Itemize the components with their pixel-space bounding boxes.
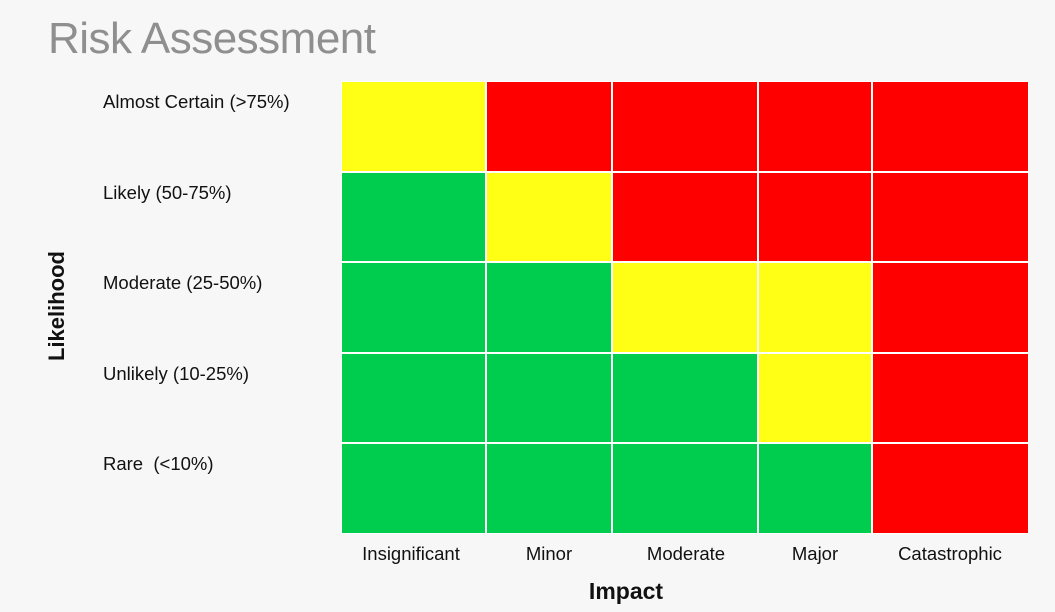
risk-cell-r4-c3 [612,353,758,443]
risk-cell-r4-c2 [486,353,612,443]
col-label-moderate: Moderate [646,543,726,564]
risk-cell-r2-c4 [758,172,872,262]
risk-cell-r1-c1 [341,81,486,172]
risk-cell-r3-c2 [486,262,612,353]
row-label-almost-certain: Almost Certain (>75%) [103,91,290,112]
risk-cell-r3-c3 [612,262,758,353]
risk-cell-r2-c2 [486,172,612,262]
row-label-rare: Rare (<10%) [103,453,214,474]
risk-cell-r5-c4 [758,443,872,534]
risk-cell-r5-c1 [341,443,486,534]
risk-cell-r3-c5 [872,262,1029,353]
row-label-unlikely: Unlikely (10-25%) [103,363,249,384]
risk-cell-r1-c3 [612,81,758,172]
risk-cell-r5-c2 [486,443,612,534]
risk-cell-r4-c4 [758,353,872,443]
col-label-minor: Minor [525,543,573,564]
risk-cell-r2-c1 [341,172,486,262]
risk-cell-r3-c4 [758,262,872,353]
x-axis-label: Impact [588,578,664,604]
col-label-insignificant: Insignificant [362,543,460,564]
risk-cell-r2-c5 [872,172,1029,262]
risk-cell-r1-c2 [486,81,612,172]
risk-cell-r5-c3 [612,443,758,534]
risk-cell-r1-c4 [758,81,872,172]
risk-cell-r3-c1 [341,262,486,353]
row-label-likely: Likely (50-75%) [103,182,232,203]
risk-cell-r4-c5 [872,353,1029,443]
col-label-major: Major [791,543,839,564]
risk-cell-r4-c1 [341,353,486,443]
y-axis-label: Likelihood [44,251,69,361]
risk-cell-r5-c5 [872,443,1029,534]
risk-cell-r1-c5 [872,81,1029,172]
page-title: Risk Assessment [48,14,376,63]
risk-cell-r2-c3 [612,172,758,262]
col-label-catastrophic: Catastrophic [898,543,1002,564]
row-label-moderate: Moderate (25-50%) [103,272,263,293]
